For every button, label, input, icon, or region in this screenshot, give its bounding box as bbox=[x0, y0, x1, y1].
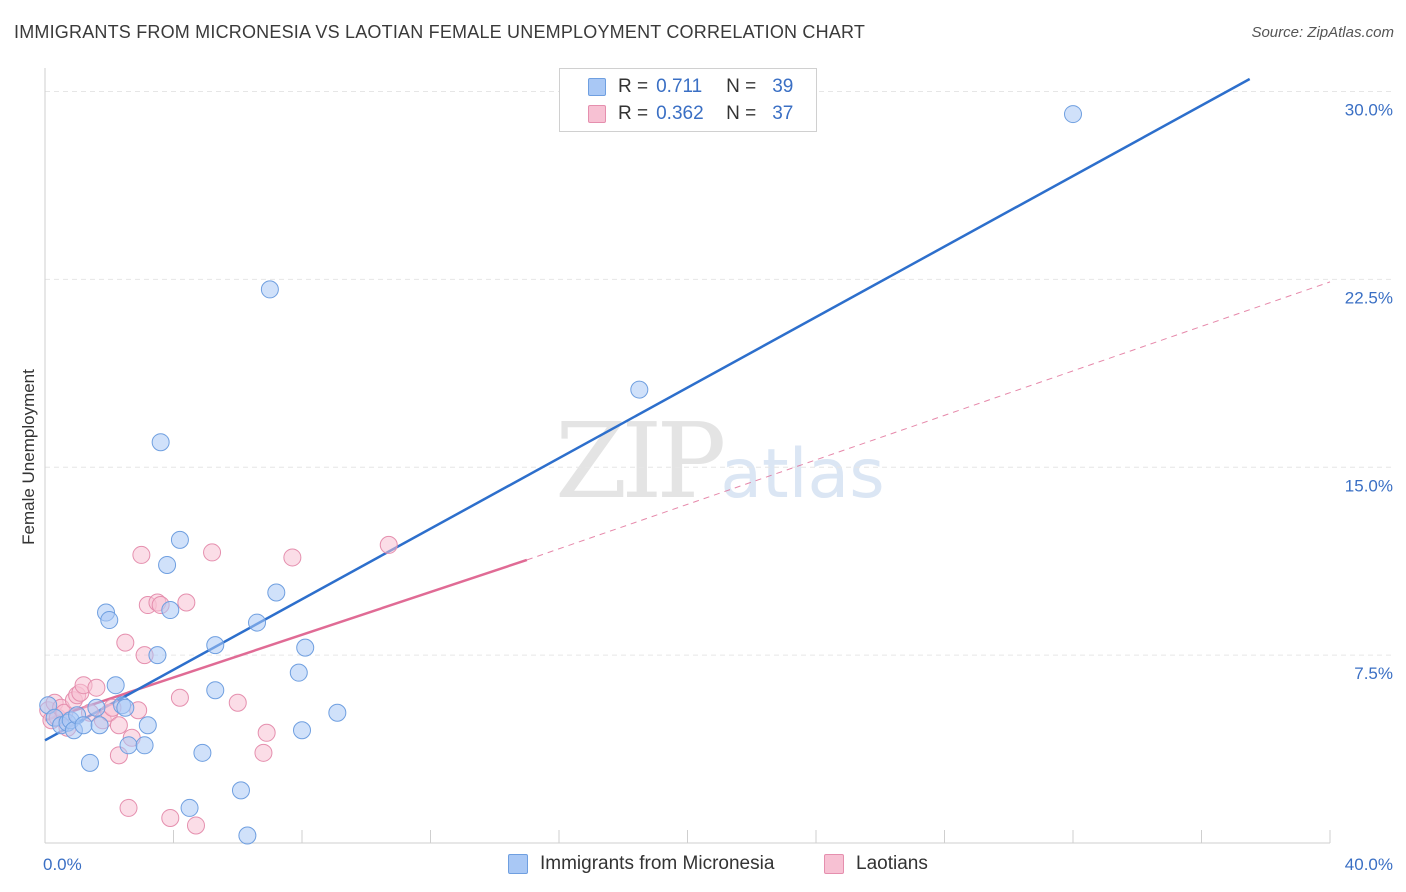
laotians-point bbox=[109, 716, 128, 735]
micronesia-point bbox=[90, 716, 109, 735]
legend-r-value: 0.711 bbox=[656, 76, 703, 97]
laotians-point bbox=[119, 798, 138, 817]
micronesia-point bbox=[158, 555, 177, 574]
source-credit: Source: ZipAtlas.com bbox=[1251, 24, 1394, 41]
series-legend-laotians[interactable]: Laotians bbox=[824, 852, 928, 876]
micronesia-point bbox=[170, 530, 189, 549]
series-label-laotians: Laotians bbox=[856, 853, 928, 874]
micronesia-point bbox=[260, 280, 279, 299]
axis-labels: 7.5% 15.0% 22.5% 30.0% 0.0% 40.0% Female Unemp… bbox=[19, 101, 1393, 874]
micronesia-point bbox=[267, 583, 286, 602]
x-tick-label-min: 0.0% bbox=[43, 855, 82, 874]
laotians-trend-extension bbox=[526, 281, 1331, 561]
watermark: ZIPatlas bbox=[555, 400, 885, 522]
micronesia-point bbox=[87, 698, 106, 717]
laotians-point bbox=[254, 743, 273, 762]
legend-row-micronesia: R = 0.711 N = 39 bbox=[588, 75, 793, 99]
micronesia-trend-line bbox=[44, 77, 1251, 742]
legend-swatch-micronesia bbox=[588, 78, 606, 96]
micronesia-point bbox=[180, 798, 199, 817]
micronesia-point bbox=[206, 681, 225, 700]
micronesia-point bbox=[74, 716, 93, 735]
micronesia-point bbox=[296, 638, 315, 657]
micronesia-point bbox=[151, 433, 170, 452]
series-swatch-micronesia bbox=[508, 854, 528, 874]
micronesia-point bbox=[1064, 105, 1082, 124]
laotians-point bbox=[161, 808, 180, 827]
laotians-point bbox=[170, 688, 189, 707]
y-tick-label: 15.0% bbox=[1345, 476, 1393, 495]
grid-lines bbox=[45, 91, 1392, 656]
micronesia-point bbox=[106, 676, 125, 695]
laotians-point bbox=[257, 723, 276, 742]
laotians-trend-line bbox=[44, 558, 528, 722]
legend-n-value: 37 bbox=[772, 103, 794, 124]
correlation-legend: R = 0.711 N = 39 R = 0.362 N = 37 bbox=[559, 68, 817, 132]
laotians-point bbox=[87, 678, 106, 697]
series-legend-micronesia[interactable]: Immigrants from Micronesia bbox=[508, 852, 774, 876]
laotians-point bbox=[203, 543, 222, 562]
laotians-point bbox=[283, 548, 302, 567]
data-points bbox=[39, 105, 1082, 845]
x-tick-label-max: 40.0% bbox=[1345, 855, 1393, 874]
micronesia-point bbox=[193, 743, 212, 762]
laotians-point bbox=[116, 633, 135, 652]
legend-r-label: R = bbox=[618, 76, 649, 97]
y-tick-label: 30.0% bbox=[1345, 101, 1393, 120]
watermark-atlas: atlas bbox=[720, 435, 885, 514]
laotians-point bbox=[177, 593, 196, 612]
micronesia-point bbox=[161, 601, 180, 620]
micronesia-point bbox=[148, 646, 167, 665]
micronesia-point bbox=[293, 721, 311, 740]
micronesia-point bbox=[138, 716, 157, 735]
legend-r-label: R = bbox=[618, 103, 649, 124]
y-axis-title: Female Unemployment bbox=[19, 369, 38, 545]
micronesia-point bbox=[289, 663, 308, 682]
legend-swatch-laotians bbox=[588, 105, 606, 123]
laotians-point bbox=[132, 545, 151, 564]
legend-n-value: 39 bbox=[772, 76, 794, 97]
micronesia-point bbox=[206, 636, 225, 655]
watermark-zip: ZIP bbox=[555, 400, 726, 522]
series-label-micronesia: Immigrants from Micronesia bbox=[540, 853, 775, 874]
laotians-point bbox=[186, 816, 205, 835]
micronesia-point bbox=[248, 613, 267, 632]
legend-r-value: 0.362 bbox=[656, 103, 704, 124]
legend-row-laotians: R = 0.362 N = 37 bbox=[588, 102, 793, 126]
legend-n-label: N = bbox=[726, 76, 757, 97]
series-swatch-laotians bbox=[824, 854, 844, 874]
micronesia-point bbox=[119, 736, 138, 755]
y-tick-label: 22.5% bbox=[1345, 288, 1393, 307]
micronesia-point bbox=[238, 826, 257, 845]
micronesia-point bbox=[116, 698, 135, 717]
laotians-point bbox=[379, 535, 398, 554]
micronesia-point bbox=[100, 611, 119, 630]
micronesia-point bbox=[80, 753, 99, 772]
micronesia-point bbox=[630, 380, 649, 399]
trend-lines bbox=[44, 77, 1331, 742]
legend-n-label: N = bbox=[726, 103, 757, 124]
y-tick-label: 7.5% bbox=[1354, 664, 1393, 683]
micronesia-point bbox=[231, 781, 250, 800]
chart-title: IMMIGRANTS FROM MICRONESIA VS LAOTIAN FE… bbox=[14, 22, 866, 42]
micronesia-point bbox=[135, 736, 154, 755]
axes bbox=[44, 68, 1331, 844]
laotians-point bbox=[228, 693, 247, 712]
micronesia-point bbox=[328, 703, 347, 722]
